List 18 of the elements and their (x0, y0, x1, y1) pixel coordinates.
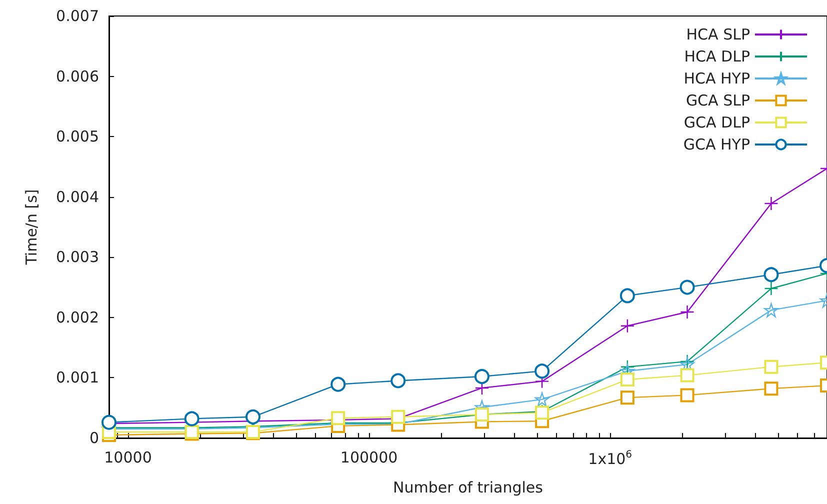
x-axis-title: Number of triangles (393, 478, 544, 496)
y-tick-label: 0 (89, 429, 99, 447)
legend-label: HCA SLP (686, 26, 750, 44)
y-tick-label: 0.001 (56, 368, 99, 387)
y-tick-label: 0.004 (56, 188, 99, 206)
y-tick-label: 0.002 (56, 308, 99, 326)
legend-label: GCA HYP (683, 136, 750, 154)
legend-label: HCA DLP (684, 48, 750, 66)
legend-label: GCA DLP (684, 114, 750, 132)
x-tick-label: 10000 (104, 448, 152, 466)
legend-label: GCA SLP (686, 92, 750, 110)
x-tick-label: 100000 (340, 448, 398, 466)
y-tick-label: 0.006 (56, 67, 99, 86)
legend-label: HCA HYP (684, 70, 750, 88)
y-axis-title: Time/n [s] (22, 189, 40, 266)
y-tick-label: 0.007 (56, 7, 99, 25)
y-tick-label: 0.005 (56, 128, 99, 146)
y-tick-label: 0.003 (56, 248, 99, 266)
